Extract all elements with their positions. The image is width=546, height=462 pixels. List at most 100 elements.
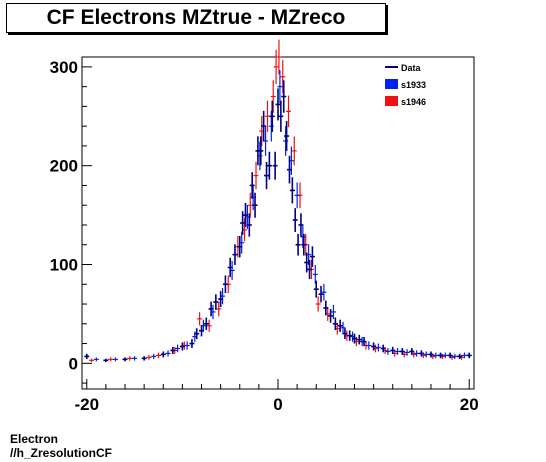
data-point <box>318 285 324 303</box>
data-point <box>366 341 372 350</box>
data-point <box>361 336 367 347</box>
data-point <box>151 353 157 360</box>
data-point <box>246 213 252 237</box>
data-point <box>323 300 329 316</box>
data-point <box>203 317 209 331</box>
data-point <box>266 151 272 180</box>
data-point <box>112 357 118 362</box>
data-point <box>261 110 267 142</box>
data-point <box>298 213 304 237</box>
x-tick-label: 20 <box>460 395 479 414</box>
data-point <box>390 346 396 355</box>
data-point <box>292 208 298 232</box>
data-point <box>232 244 238 265</box>
series-data <box>84 80 472 363</box>
data-point <box>175 344 181 353</box>
y-tick-label: 100 <box>50 256 78 275</box>
data-point <box>423 351 429 358</box>
legend-box-swatch <box>385 79 398 89</box>
data-point <box>270 80 276 113</box>
data-point <box>342 328 348 340</box>
data-point <box>127 356 133 361</box>
data-point <box>289 177 295 204</box>
data-point <box>312 265 318 284</box>
data-point <box>199 325 205 337</box>
data-point <box>315 296 321 312</box>
data-point <box>189 339 195 348</box>
data-point <box>466 352 472 359</box>
data-point <box>304 252 310 273</box>
data-point <box>301 233 307 256</box>
data-point <box>286 155 292 184</box>
data-point <box>264 100 270 132</box>
data-point <box>461 352 467 359</box>
data-point <box>103 358 109 363</box>
data-point <box>242 202 248 228</box>
data-point <box>252 192 258 218</box>
data-point <box>122 357 128 362</box>
data-point <box>399 348 405 355</box>
data-point <box>216 301 222 317</box>
data-point <box>337 319 343 332</box>
legend-label: s1946 <box>401 97 426 107</box>
data-point <box>184 341 190 350</box>
y-tick-label: 0 <box>69 354 78 373</box>
data-point <box>332 317 338 331</box>
data-point <box>237 235 243 258</box>
data-point <box>165 350 171 357</box>
data-point <box>295 233 301 256</box>
data-point <box>347 330 353 341</box>
data-point <box>307 259 313 280</box>
data-point <box>313 280 319 298</box>
data-point <box>141 356 147 361</box>
data-point <box>442 352 448 359</box>
data-point <box>395 348 401 355</box>
data-point <box>328 309 334 323</box>
data-point <box>276 39 282 75</box>
data-point <box>321 283 327 301</box>
x-tick-label: 0 <box>273 395 282 414</box>
data-point <box>380 344 386 353</box>
data-point <box>371 342 377 351</box>
data-point <box>108 357 114 362</box>
legend-label: s1933 <box>401 80 426 90</box>
data-point <box>269 100 275 132</box>
data-point <box>447 352 453 359</box>
footer-path: //h_ZresolutionCF <box>10 446 112 460</box>
data-point <box>291 136 297 166</box>
data-point <box>84 353 90 360</box>
data-point <box>433 352 439 359</box>
data-point <box>93 357 99 362</box>
data-point <box>294 182 300 209</box>
data-point <box>375 343 381 352</box>
data-point <box>275 88 281 121</box>
data-point <box>218 291 224 308</box>
data-point <box>264 161 270 190</box>
data-point <box>309 246 315 267</box>
data-point <box>404 349 410 356</box>
y-tick-label: 300 <box>50 58 78 77</box>
data-point <box>414 350 420 357</box>
data-point <box>227 257 233 278</box>
data-point <box>452 353 458 360</box>
legend-label: Data <box>401 63 422 73</box>
x-tick-label: -20 <box>74 395 99 414</box>
data-point <box>356 334 362 345</box>
data-point <box>222 275 228 294</box>
data-point <box>438 352 444 359</box>
data-point <box>160 351 166 358</box>
data-point <box>179 342 185 351</box>
data-point <box>249 172 255 199</box>
y-tick-label: 200 <box>50 157 78 176</box>
data-point <box>146 354 152 360</box>
data-point <box>284 121 290 152</box>
chart-title: CF Electrons MZtrue - MZreco <box>6 3 386 33</box>
data-point <box>194 328 200 340</box>
data-point <box>272 151 278 180</box>
footer-label: Electron <box>10 432 59 446</box>
data-point <box>273 49 279 84</box>
data-point <box>89 358 95 363</box>
data-point <box>206 319 212 332</box>
